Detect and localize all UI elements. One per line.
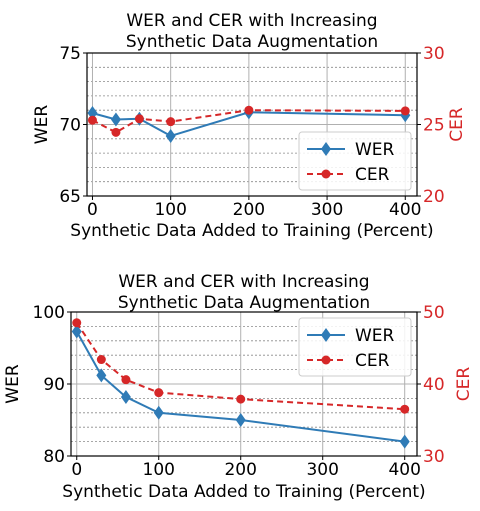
y-right-tick-label: 20 — [423, 187, 445, 207]
y-tick-label: 75 — [59, 44, 81, 64]
data-point-cer — [72, 318, 82, 328]
x-tick-label: 100 — [143, 460, 175, 480]
chart-title-line2: Synthetic Data Augmentation — [118, 293, 370, 313]
data-point-cer — [166, 117, 176, 127]
data-point-wer — [153, 405, 164, 420]
legend-marker-cer — [321, 169, 331, 179]
x-tick-label: 300 — [311, 200, 343, 220]
x-tick-label: 300 — [306, 460, 338, 480]
y-tick-label: 65 — [59, 187, 81, 207]
data-point-cer — [244, 105, 254, 115]
data-point-cer — [121, 375, 131, 385]
y-tick-label: 90 — [43, 375, 65, 395]
data-point-wer — [110, 112, 121, 127]
chart-title-line2: Synthetic Data Augmentation — [126, 32, 378, 52]
y-axis-label: WER — [3, 364, 23, 404]
x-tick-label: 200 — [224, 460, 256, 480]
y-right-axis-label: CER — [447, 107, 467, 142]
x-axis-label: Synthetic Data Added to Training (Percen… — [70, 221, 433, 241]
legend-label-wer: WER — [355, 140, 395, 160]
x-tick-label: 0 — [87, 200, 98, 220]
x-tick-label: 0 — [71, 460, 82, 480]
data-point-cer — [96, 355, 106, 365]
data-point-wer — [399, 434, 410, 449]
y-right-axis-label: CER — [454, 367, 474, 402]
legend-label-cer: CER — [355, 165, 390, 185]
series-line-cer — [75, 322, 405, 411]
data-point-cer — [400, 404, 410, 414]
data-point-wer — [96, 368, 107, 383]
chart-title-line1: WER and CER with Increasing — [126, 11, 377, 31]
data-point-wer — [120, 389, 131, 404]
chart-title-line1: WER and CER with Increasing — [118, 272, 369, 292]
legend-label-wer: WER — [355, 326, 395, 346]
y-right-tick-label: 30 — [423, 447, 445, 467]
y-tick-label: 80 — [43, 447, 65, 467]
data-point-cer — [400, 106, 410, 116]
y-right-tick-label: 40 — [423, 375, 445, 395]
series-line-wer — [75, 330, 405, 443]
x-axis-label: Synthetic Data Added to Training (Percen… — [62, 482, 425, 502]
x-tick-label: 400 — [388, 460, 420, 480]
data-point-wer — [165, 128, 176, 143]
legend-marker-wer — [321, 328, 331, 342]
data-point-wer — [235, 413, 246, 427]
legend: WER CER — [298, 131, 412, 191]
data-point-cer — [154, 388, 164, 398]
x-tick-label: 200 — [233, 200, 265, 220]
y-tick-label: 100 — [33, 303, 65, 323]
legend-marker-wer — [321, 142, 331, 156]
y-right-tick-label: 30 — [423, 44, 445, 64]
x-tick-label: 100 — [154, 200, 186, 220]
legend: WER CER — [298, 317, 412, 377]
y-right-tick-label: 25 — [423, 116, 445, 136]
y-right-tick-label: 50 — [423, 303, 445, 323]
data-point-cer — [134, 114, 144, 124]
legend-label-cer: CER — [355, 351, 390, 371]
x-tick-label: 400 — [389, 200, 421, 220]
legend-marker-cer — [321, 355, 331, 365]
data-point-cer — [111, 127, 121, 137]
y-tick-label: 70 — [59, 116, 81, 136]
y-axis-label: WER — [32, 105, 52, 145]
data-point-cer — [87, 115, 97, 125]
data-point-cer — [236, 394, 246, 404]
